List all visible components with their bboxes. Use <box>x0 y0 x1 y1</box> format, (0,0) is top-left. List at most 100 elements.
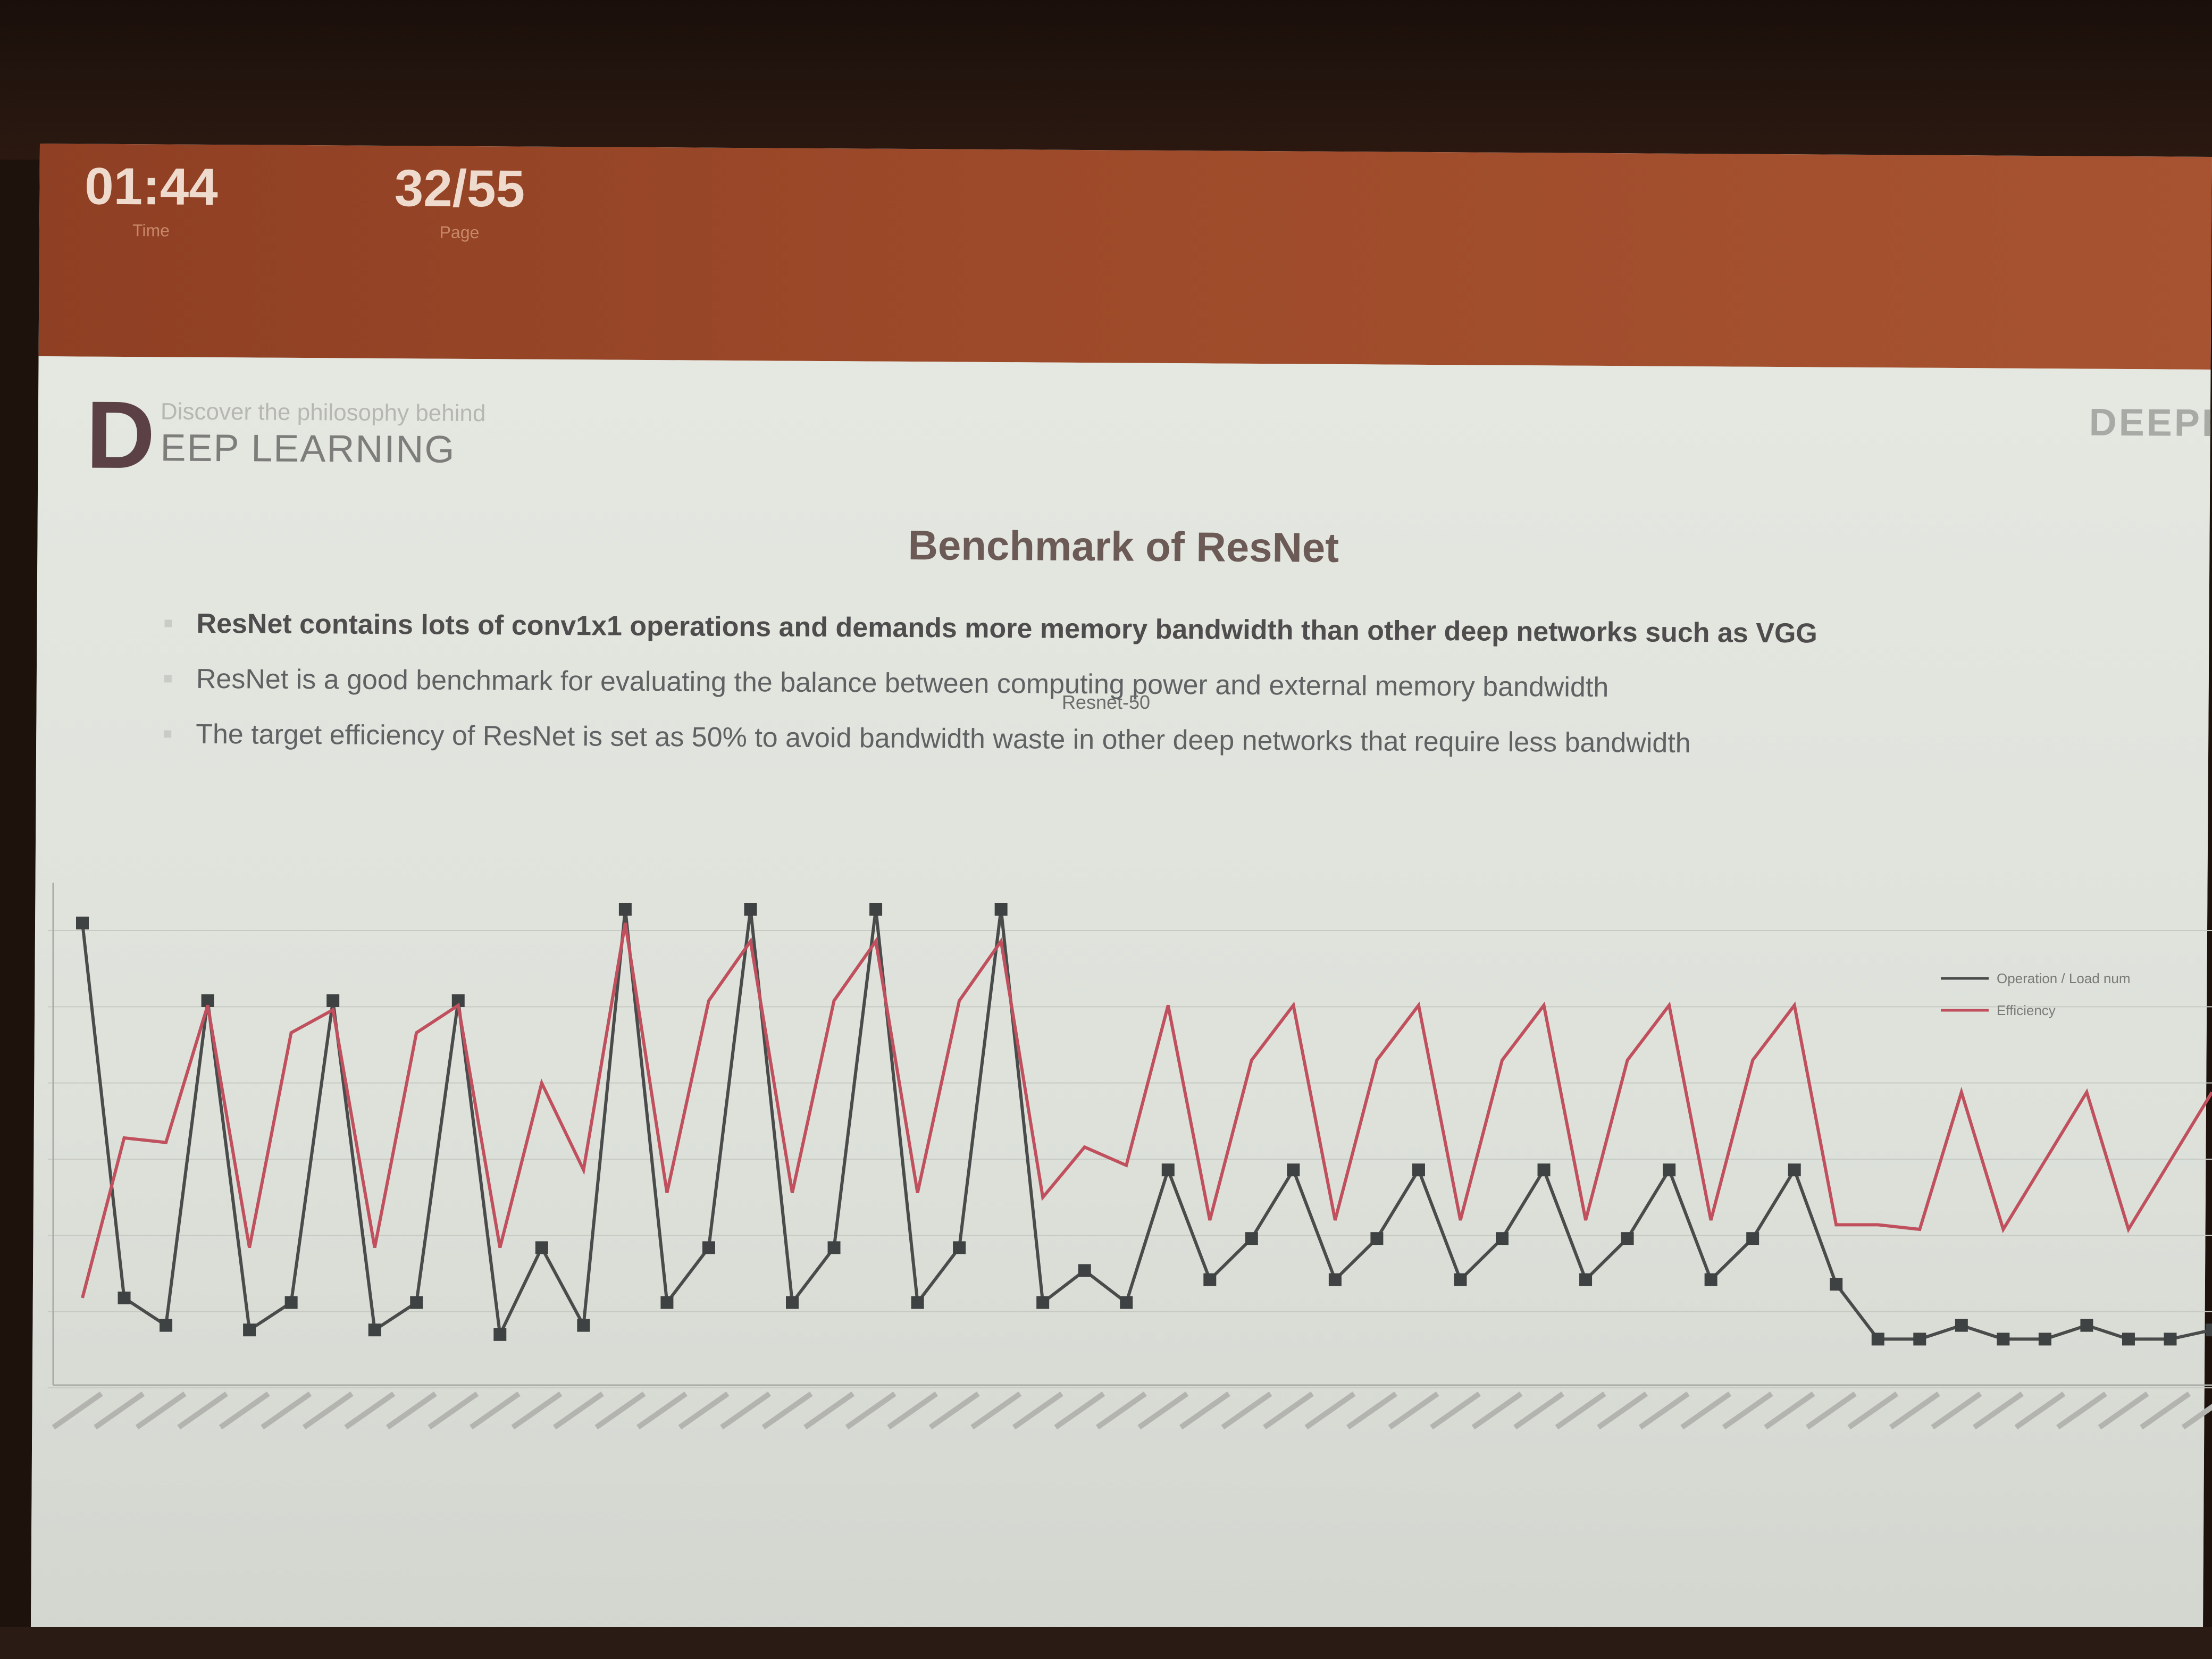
category-tick-label <box>1221 1392 1272 1430</box>
data-point <box>1955 1319 1968 1332</box>
data-point <box>618 903 632 916</box>
room-floor <box>0 1627 2212 1659</box>
data-point <box>1412 1163 1425 1177</box>
data-point <box>493 1328 507 1341</box>
category-tick-label <box>1722 1392 1773 1430</box>
category-tick-label <box>219 1392 270 1430</box>
data-point <box>1287 1163 1300 1177</box>
data-point <box>994 903 1008 916</box>
category-tick-label <box>1304 1392 1356 1430</box>
data-point <box>368 1323 381 1337</box>
chart-title: Resnet-50 <box>1061 691 1151 713</box>
data-point <box>2080 1319 2093 1332</box>
timer-caption: Time <box>132 221 170 240</box>
category-tick-label <box>928 1392 980 1430</box>
category-tick-label <box>1263 1392 1314 1430</box>
category-tick-label <box>2098 1392 2149 1430</box>
category-tick-label <box>261 1392 312 1430</box>
category-tick-label <box>2181 1392 2212 1430</box>
category-tick-label <box>1764 1392 1815 1430</box>
page-counter: 32/55 Page <box>380 158 540 243</box>
data-point <box>1997 1333 2010 1346</box>
data-point <box>660 1296 674 1309</box>
data-point <box>1203 1273 1217 1286</box>
category-tick-label <box>302 1392 354 1430</box>
room-background <box>0 0 2212 160</box>
data-point <box>1120 1296 1133 1309</box>
category-tick-label <box>1597 1392 1648 1430</box>
category-tick-label <box>2140 1392 2191 1430</box>
timer: 01:44 Time <box>82 157 221 241</box>
category-tick-label <box>594 1392 646 1430</box>
category-tick-label <box>970 1392 1022 1430</box>
category-tick-label <box>1555 1392 1606 1430</box>
data-point <box>76 916 89 929</box>
category-tick-label <box>720 1392 771 1430</box>
data-point <box>1245 1232 1258 1245</box>
data-point <box>1704 1273 1717 1286</box>
data-point <box>702 1241 715 1254</box>
data-point <box>1370 1232 1384 1245</box>
data-point <box>2206 1323 2212 1337</box>
data-point <box>2164 1333 2177 1346</box>
category-tick-label <box>1513 1392 1565 1430</box>
bullet-item: ResNet contains lots of conv1x1 operatio… <box>196 607 2174 652</box>
logo-tagline: Discover the philosophy behind <box>160 398 486 427</box>
data-point <box>160 1319 173 1332</box>
category-tick-label <box>1095 1392 1147 1430</box>
category-tick-label <box>1471 1392 1523 1430</box>
data-point <box>1788 1163 1801 1177</box>
data-point <box>243 1323 256 1337</box>
data-point <box>326 994 340 1007</box>
logo-letter: D <box>86 381 156 489</box>
slide-title: Benchmark of ResNet <box>908 521 1339 571</box>
category-tick-label <box>553 1392 604 1430</box>
data-point <box>1328 1273 1342 1286</box>
data-point <box>1496 1232 1509 1245</box>
data-point <box>869 903 883 916</box>
category-tick-label <box>135 1392 187 1430</box>
data-point <box>1036 1296 1050 1309</box>
data-point <box>1830 1278 1843 1291</box>
legend-label: Operation / Load num <box>1997 970 2131 986</box>
category-tick-label <box>803 1392 855 1430</box>
category-tick-label <box>2056 1392 2107 1430</box>
category-tick-label <box>1430 1392 1481 1430</box>
category-tick-label <box>1638 1392 1690 1430</box>
data-point <box>1746 1232 1759 1245</box>
data-point <box>1871 1333 1884 1346</box>
category-tick-label <box>94 1392 145 1430</box>
page-counter-caption: Page <box>439 222 480 242</box>
data-point <box>1161 1163 1175 1177</box>
data-point <box>1078 1264 1091 1277</box>
data-point <box>911 1296 924 1309</box>
category-tick-label <box>469 1392 521 1430</box>
data-point <box>2038 1333 2051 1346</box>
data-point <box>1537 1163 1551 1177</box>
data-point <box>953 1241 966 1254</box>
brand-logo-right: DEEPH <box>2089 401 2212 445</box>
data-point <box>786 1296 799 1309</box>
series-line <box>81 909 2212 1341</box>
data-point <box>1621 1232 1634 1245</box>
category-tick-label <box>845 1392 896 1430</box>
category-tick-label <box>1847 1392 1899 1430</box>
category-tick-label <box>887 1392 939 1430</box>
category-tick-label <box>1805 1392 1857 1430</box>
data-point <box>118 1292 131 1304</box>
category-tick-label <box>636 1392 688 1430</box>
category-tick-label <box>1680 1392 1732 1430</box>
category-tick-label <box>1012 1392 1063 1430</box>
category-tick-label <box>511 1392 563 1430</box>
data-point <box>2122 1333 2135 1346</box>
data-point <box>1663 1163 1676 1177</box>
data-point <box>1579 1273 1593 1286</box>
category-tick-label <box>1346 1392 1397 1430</box>
category-tick-label <box>1179 1392 1230 1430</box>
category-tick-label <box>52 1392 103 1430</box>
data-point <box>827 1241 841 1254</box>
data-point <box>284 1296 298 1309</box>
page-counter-value: 32/55 <box>394 158 525 218</box>
data-point <box>1913 1333 1926 1346</box>
category-tick-label <box>2014 1392 2066 1430</box>
